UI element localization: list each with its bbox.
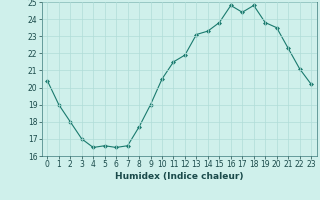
X-axis label: Humidex (Indice chaleur): Humidex (Indice chaleur) (115, 172, 244, 181)
